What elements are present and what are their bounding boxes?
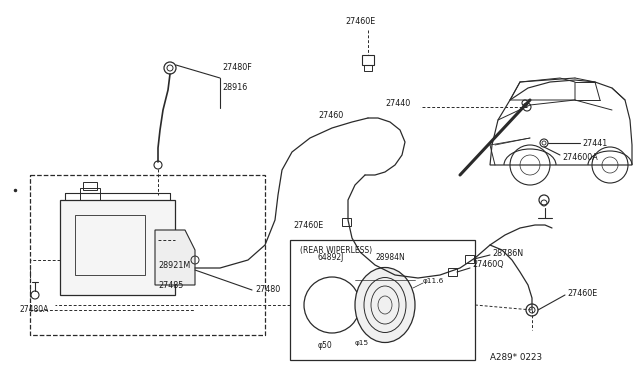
- Text: 27460: 27460: [318, 110, 343, 119]
- Bar: [30, 175, 265, 335]
- Text: 28916: 28916: [222, 83, 247, 93]
- Text: 27480: 27480: [255, 285, 280, 295]
- Bar: [364, 65, 372, 71]
- Text: 27460E: 27460E: [293, 221, 323, 230]
- Bar: [465, 255, 474, 263]
- Bar: [342, 218, 351, 226]
- Polygon shape: [155, 230, 195, 285]
- Bar: [75, 215, 145, 275]
- Bar: [80, 188, 100, 200]
- Text: (REAR WIPERLESS): (REAR WIPERLESS): [300, 246, 372, 254]
- Text: 28786N: 28786N: [492, 248, 523, 257]
- Text: 27485: 27485: [158, 280, 184, 289]
- Text: 64892J: 64892J: [318, 253, 344, 263]
- Text: 28984N: 28984N: [375, 253, 404, 263]
- Bar: [83, 182, 97, 190]
- Text: 27460Q: 27460Q: [472, 260, 504, 269]
- Bar: [290, 240, 475, 360]
- Text: 27480A: 27480A: [20, 305, 49, 314]
- Bar: [362, 55, 374, 65]
- Text: φ15: φ15: [355, 340, 369, 346]
- Polygon shape: [60, 200, 175, 295]
- Bar: [448, 268, 457, 276]
- Ellipse shape: [355, 267, 415, 343]
- Text: φ11.6: φ11.6: [423, 278, 444, 284]
- Text: 274600A: 274600A: [562, 153, 598, 161]
- Text: 28921M: 28921M: [158, 260, 190, 269]
- Text: 27480F: 27480F: [222, 64, 252, 73]
- Text: φ50: φ50: [318, 340, 333, 350]
- Text: 27441: 27441: [582, 138, 607, 148]
- Text: A289* 0223: A289* 0223: [490, 353, 542, 362]
- Text: 27440: 27440: [385, 99, 410, 108]
- Text: 27460E: 27460E: [345, 17, 375, 26]
- Text: 27460E: 27460E: [567, 289, 597, 298]
